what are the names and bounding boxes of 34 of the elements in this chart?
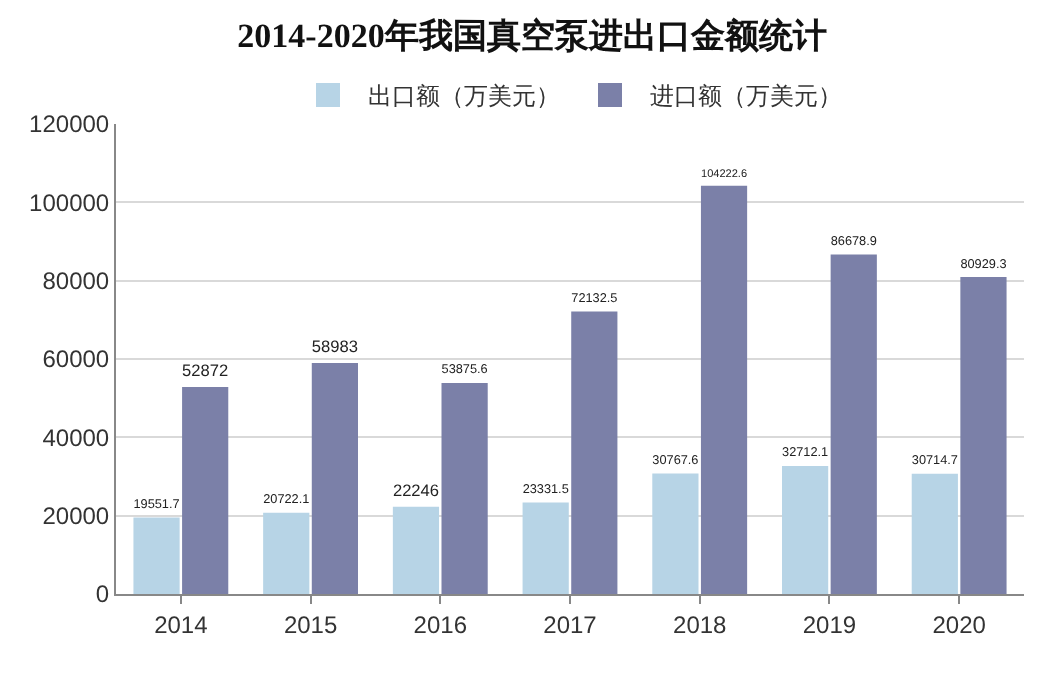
y-tick-label: 120000 <box>29 110 110 139</box>
x-tick-label: 2017 <box>543 610 598 639</box>
x-tick-label: 2019 <box>802 610 857 639</box>
legend-label: 出口额（万美元） <box>368 82 560 111</box>
chart-title: 2014-2020年我国真空泵进出口金额统计 <box>237 17 827 56</box>
legend-label: 进口额（万美元） <box>650 82 842 111</box>
bar <box>960 277 1007 594</box>
data-label: 58983 <box>311 336 359 357</box>
data-label: 52872 <box>182 360 230 381</box>
x-tick-label: 2014 <box>154 610 209 639</box>
bar <box>782 465 829 594</box>
bar <box>830 254 877 594</box>
bar <box>392 506 440 594</box>
y-tick-label: 60000 <box>42 345 110 374</box>
y-tick-label: 0 <box>95 580 110 609</box>
x-tick-label: 2016 <box>413 610 468 639</box>
bar <box>133 517 180 594</box>
bar <box>571 311 618 594</box>
bar <box>911 473 958 594</box>
y-tick-label: 40000 <box>42 423 110 452</box>
x-tick-label: 2018 <box>673 610 728 639</box>
bar <box>441 382 488 594</box>
y-tick-label: 20000 <box>42 502 110 531</box>
y-tick-label: 80000 <box>42 267 110 296</box>
data-label: 22246 <box>392 480 440 501</box>
x-tick-label: 2015 <box>283 610 338 639</box>
bar <box>182 386 229 594</box>
bar <box>311 362 358 594</box>
bar <box>700 185 748 594</box>
y-tick-label: 100000 <box>29 188 110 217</box>
bar <box>652 473 699 594</box>
bar <box>263 512 310 594</box>
x-tick-label: 2020 <box>932 610 987 639</box>
bar <box>522 502 569 594</box>
